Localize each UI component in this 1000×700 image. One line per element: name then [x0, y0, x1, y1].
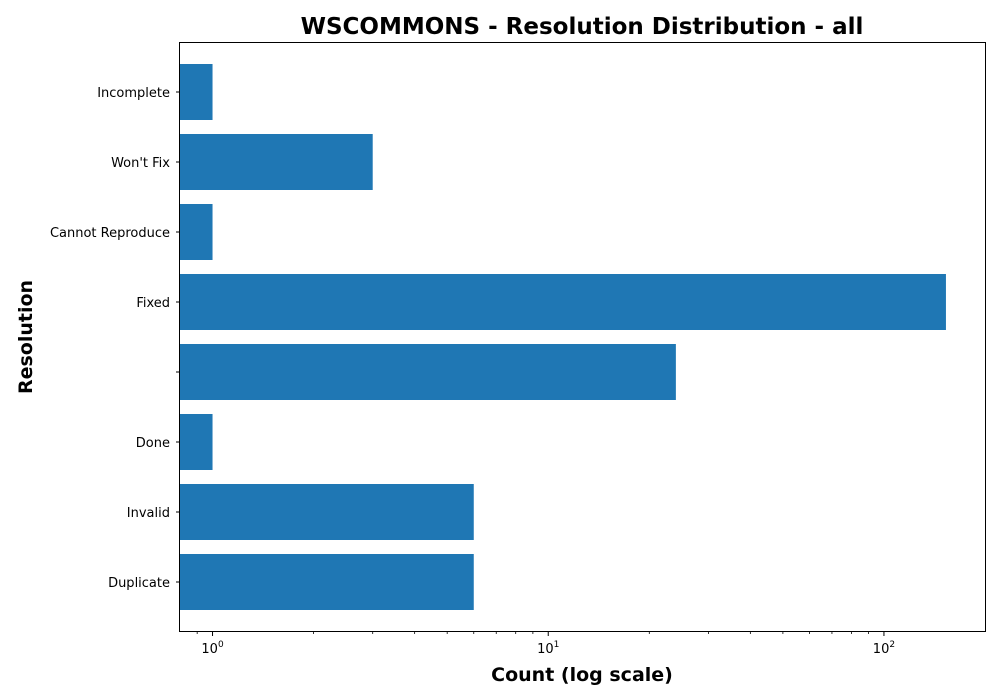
x-tick-label: 100 — [201, 640, 224, 657]
bar — [180, 554, 474, 610]
y-tick-label: Won't Fix — [111, 156, 170, 171]
y-tick-label: Cannot Reproduce — [50, 226, 170, 241]
bar — [180, 134, 373, 190]
bar — [180, 64, 213, 120]
y-axis-ticks: Duplicate Invalid Done Fixed Cannot Reproduc… — [50, 86, 180, 591]
bar — [180, 414, 213, 470]
x-tick-label: 102 — [873, 640, 895, 657]
x-tick-label: 101 — [537, 640, 559, 657]
y-tick-label: Done — [136, 436, 170, 451]
bar — [180, 344, 676, 400]
bar — [180, 484, 474, 540]
x-axis-ticks: 100 101 102 — [196, 631, 895, 657]
bar — [180, 274, 946, 330]
chart-title: WSCOMMONS - Resolution Distribution - al… — [301, 14, 864, 40]
x-axis-label: Count (log scale) — [491, 664, 673, 686]
y-axis-label: Resolution — [15, 280, 37, 394]
bars-group — [180, 64, 946, 610]
plot-frame — [179, 42, 986, 632]
bar — [180, 204, 213, 260]
y-tick-label: Invalid — [127, 506, 170, 521]
y-tick-label: Fixed — [136, 296, 170, 311]
y-tick-label: Duplicate — [108, 576, 170, 591]
y-tick-label: Incomplete — [97, 86, 170, 101]
